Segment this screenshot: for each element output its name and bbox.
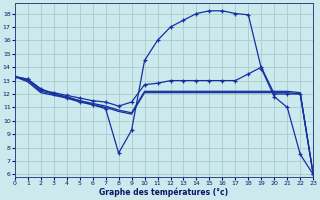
X-axis label: Graphe des températures (°c): Graphe des températures (°c) bbox=[100, 188, 228, 197]
